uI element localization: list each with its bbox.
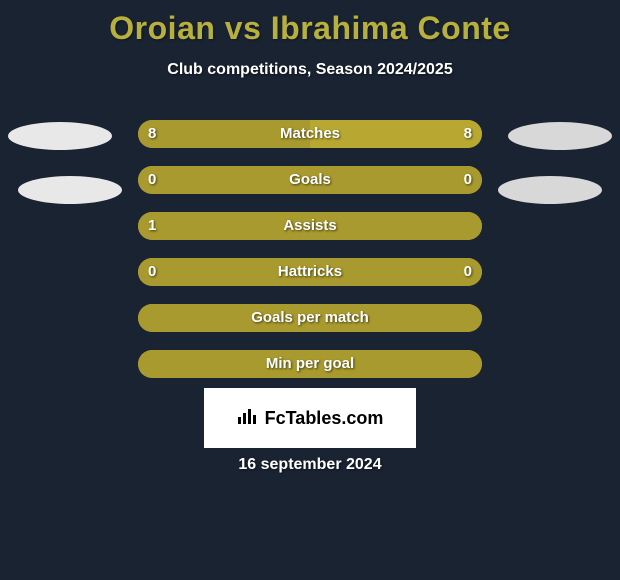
bar-track: [138, 212, 482, 240]
value-left: 0: [148, 166, 156, 194]
team-badge-left: [8, 122, 112, 150]
value-left: 8: [148, 120, 156, 148]
value-right: 0: [464, 166, 472, 194]
bar-right: [310, 120, 482, 148]
page-title: Oroian vs Ibrahima Conte: [0, 0, 620, 47]
value-left: 1: [148, 212, 156, 240]
bar-track: [138, 304, 482, 332]
team-badge-left: [18, 176, 122, 204]
team-badge-right: [508, 122, 612, 150]
bar-track: [138, 350, 482, 378]
metric-row: Assists1: [0, 203, 620, 249]
bar-track: [138, 166, 482, 194]
bar-left: [138, 120, 310, 148]
bar-left: [138, 304, 482, 332]
metric-rows: Matches88Goals00Assists1Hattricks00Goals…: [0, 111, 620, 387]
chart-icon: [237, 407, 259, 430]
team-badge-right: [498, 176, 602, 204]
value-left: 0: [148, 258, 156, 286]
metric-row: Hattricks00: [0, 249, 620, 295]
bar-track: [138, 120, 482, 148]
page-subtitle: Club competitions, Season 2024/2025: [0, 61, 620, 79]
bar-left: [138, 166, 482, 194]
bar-track: [138, 258, 482, 286]
value-right: 8: [464, 120, 472, 148]
metric-row: Goals per match: [0, 295, 620, 341]
bar-left: [138, 350, 482, 378]
bar-left: [138, 212, 482, 240]
metric-row: Min per goal: [0, 341, 620, 387]
comparison-infographic: Oroian vs Ibrahima Conte Club competitio…: [0, 0, 620, 580]
value-right: 0: [464, 258, 472, 286]
logo-text: FcTables.com: [265, 408, 384, 429]
date-label: 16 september 2024: [0, 456, 620, 474]
bar-left: [138, 258, 482, 286]
logo-box: FcTables.com: [204, 388, 416, 448]
